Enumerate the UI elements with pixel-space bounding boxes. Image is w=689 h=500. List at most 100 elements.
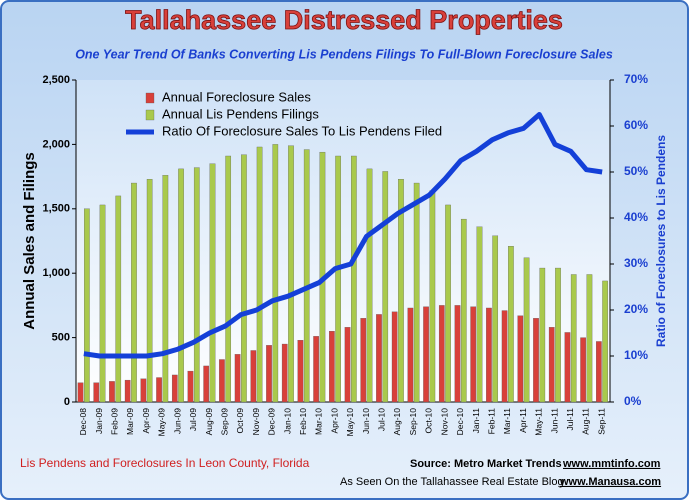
blog-url[interactable]: www.Manausa.com: [559, 476, 661, 488]
x-tick-label: Apr-10: [329, 408, 339, 434]
y-tick-label: 2,000: [42, 138, 70, 150]
x-tick-label: Jul-09: [188, 408, 198, 431]
bar: [84, 208, 90, 403]
bar: [272, 144, 279, 403]
bar: [297, 340, 304, 403]
x-tick-label: May-11: [534, 408, 544, 436]
x-tick-label: Feb-10: [298, 408, 308, 435]
x-tick-label: May-10: [345, 408, 355, 437]
x-tick-label: Dec-10: [455, 408, 465, 436]
bar: [438, 305, 445, 403]
source-url[interactable]: www.mmtinfo.com: [562, 458, 661, 470]
x-tick-label: Nov-10: [439, 408, 449, 436]
x-tick-label: Jan-11: [471, 408, 481, 434]
bar: [203, 365, 210, 403]
bar: [241, 154, 247, 403]
x-tick-label: Mar-11: [502, 408, 512, 435]
x-tick-label: Feb-11: [486, 408, 496, 435]
x-tick-label: Sep-10: [408, 408, 418, 436]
bar: [423, 306, 429, 403]
y2-tick-label: 0%: [624, 394, 642, 408]
x-tick-label: Aug-09: [204, 408, 214, 436]
x-tick-label: Jan-10: [282, 408, 292, 434]
bar: [602, 280, 608, 403]
x-tick-label: Feb-09: [110, 408, 120, 435]
y2-tick-label: 10%: [624, 348, 648, 362]
bar: [533, 318, 539, 403]
bar: [171, 374, 178, 403]
bar: [93, 382, 100, 403]
x-tick-label: Oct-09: [235, 408, 245, 434]
bar: [351, 155, 357, 403]
x-tick-label: Jun-10: [361, 408, 371, 434]
bar: [492, 235, 499, 403]
bar: [225, 155, 232, 403]
bar: [313, 336, 319, 403]
bar: [398, 179, 404, 403]
bar: [335, 155, 341, 403]
bar: [266, 345, 272, 403]
bar: [476, 226, 483, 403]
x-tick-label: Aug-10: [392, 408, 402, 436]
bar: [77, 382, 84, 403]
subtitle: One Year Trend Of Banks Converting Lis P…: [75, 47, 613, 61]
bar: [517, 315, 524, 403]
bar: [586, 274, 593, 403]
line: [83, 112, 603, 359]
legend-swatch: [145, 92, 155, 104]
bar: [115, 195, 122, 403]
bar: [555, 267, 561, 403]
x-tick-label: Jan-09: [94, 408, 104, 434]
x-tick-label: May-09: [157, 408, 167, 437]
bar: [413, 182, 420, 403]
bar: [124, 379, 131, 403]
bar: [391, 311, 398, 403]
y2-tick-label: 60%: [624, 118, 648, 132]
x-tick-label: Apr-09: [141, 408, 151, 434]
bar: [162, 175, 169, 403]
bar: [470, 306, 477, 403]
y2-axis-label: Ratio of Foreclosures to Lis Pendens: [654, 135, 668, 347]
bar: [250, 350, 257, 403]
y2-tick-label: 30%: [624, 256, 648, 270]
legend-label: Annual Lis Pendens Filings: [162, 106, 319, 121]
x-tick-label: Sep-11: [596, 408, 606, 435]
bar: [140, 378, 147, 403]
bar: [193, 167, 200, 403]
y2-tick-label: 40%: [624, 210, 648, 224]
y-tick-label: 1,000: [42, 267, 70, 279]
bar: [382, 171, 389, 403]
bar: [376, 314, 382, 403]
legend-swatch: [145, 109, 155, 121]
bar: [146, 179, 153, 403]
footer-note: Lis Pendens and Foreclosures In Leon Cou…: [20, 456, 310, 470]
x-tick-label: Oct-10: [424, 408, 434, 434]
x-tick-label: Aug-11: [581, 408, 591, 435]
bar: [303, 149, 310, 403]
bar: [501, 310, 508, 403]
bar: [460, 218, 467, 403]
y-tick-label: 1,500: [42, 203, 70, 215]
bar: [523, 257, 530, 403]
bar: [454, 305, 461, 403]
x-tick-label: Jul-10: [377, 408, 387, 431]
bar: [109, 381, 115, 403]
bar: [219, 359, 225, 403]
bar: [329, 331, 335, 403]
bar: [366, 168, 373, 403]
bar: [548, 327, 555, 403]
x-tick-label: Jul-11: [565, 408, 575, 431]
x-tick-label: Apr-11: [518, 408, 528, 433]
x-tick-label: Jun-09: [172, 408, 182, 434]
x-tick-label: Mar-09: [125, 408, 135, 435]
bar: [234, 354, 241, 403]
chart-title: Tallahassee Distressed Properties: [125, 5, 563, 35]
x-tick-label: Dec-08: [78, 408, 88, 436]
bar: [288, 145, 294, 403]
bar: [156, 377, 162, 403]
y2-tick-label: 20%: [624, 302, 648, 316]
bar: [209, 163, 216, 403]
bar: [508, 246, 514, 403]
source: Source: Metro Market Trends: [410, 458, 562, 470]
